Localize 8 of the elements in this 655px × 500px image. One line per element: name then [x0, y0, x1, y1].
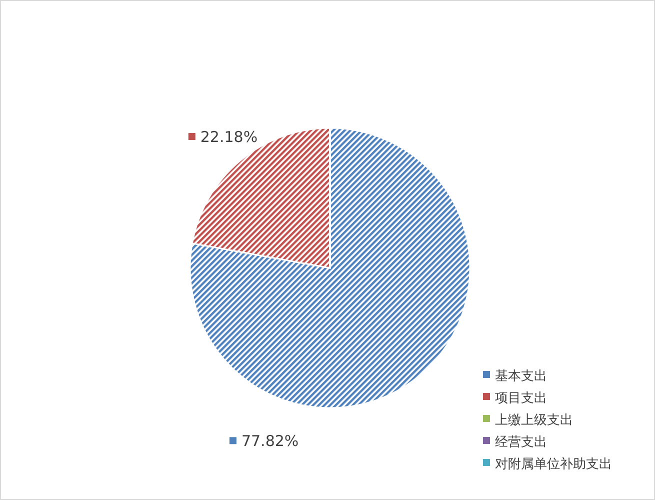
legend-label: 基本支出 — [495, 369, 547, 384]
legend-label: 上缴上级支出 — [495, 413, 573, 428]
pie-slice — [190, 128, 470, 408]
legend-label: 经营支出 — [495, 435, 547, 450]
legend-label: 对附属单位补助支出 — [495, 457, 612, 472]
data-label: 77.82% — [241, 432, 299, 450]
legend-label: 项目支出 — [495, 391, 547, 406]
data-label: 22.18% — [200, 128, 258, 146]
